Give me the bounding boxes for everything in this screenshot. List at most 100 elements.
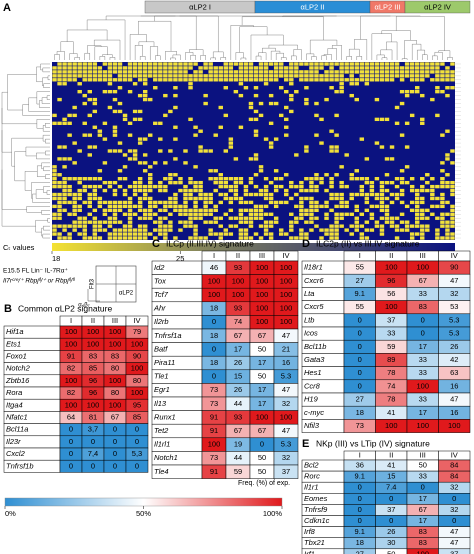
cell-value: 83 <box>419 302 427 311</box>
heatmap-cell <box>309 228 314 232</box>
heatmap-cell <box>117 204 123 209</box>
heatmap-cell <box>223 177 229 181</box>
heatmap-cell <box>450 224 455 228</box>
dendrogram <box>381 57 388 60</box>
cell-value: 100 <box>109 327 122 336</box>
heatmap-cell <box>389 216 395 220</box>
heatmap-cell <box>173 157 178 161</box>
cell-value: 55 <box>356 302 364 311</box>
cell-value: 27 <box>356 276 364 285</box>
heatmap-cell <box>203 78 208 82</box>
heatmap-cell <box>112 192 118 197</box>
heatmap-cell <box>314 200 319 205</box>
heatmap-cell <box>193 165 198 169</box>
heatmap-cell <box>294 66 299 70</box>
heatmap-cell <box>268 236 274 240</box>
heatmap-cell <box>208 208 213 213</box>
heatmap-cell <box>420 78 425 82</box>
heatmap-cell <box>188 82 193 86</box>
heatmap-cell <box>258 224 264 228</box>
heatmap-cell <box>223 78 229 82</box>
heatmap-cell <box>57 74 62 78</box>
heatmap-cell <box>148 70 153 74</box>
cell-value: 78 <box>387 395 395 404</box>
axis-label: Flt3 <box>90 278 96 289</box>
dendrogram <box>172 54 181 60</box>
heatmap-cell <box>409 74 415 78</box>
dendrogram <box>36 152 50 160</box>
gene-name: Cxcr6 <box>304 276 324 285</box>
heatmap-cell <box>294 62 299 66</box>
heatmap-cell <box>304 208 309 213</box>
axis-arrow <box>87 289 100 302</box>
heatmap-cell <box>404 220 410 224</box>
heatmap-cell <box>203 212 208 216</box>
heatmap-cell <box>188 78 193 82</box>
heatmap-cell <box>349 74 354 78</box>
heatmap-cell <box>82 220 87 224</box>
cell-value: 84 <box>450 461 458 470</box>
heatmap-cell <box>384 204 390 209</box>
heatmap-cell <box>92 125 98 129</box>
cell-value: 100 <box>416 421 429 430</box>
heatmap-cell <box>238 196 244 201</box>
heatmap-cell <box>359 177 365 181</box>
heatmap-cell <box>374 70 380 74</box>
heatmap-cell <box>379 228 385 232</box>
heatmap-cell <box>278 177 284 181</box>
heatmap-cell <box>52 212 57 216</box>
heatmap-cell <box>168 212 173 216</box>
gene-name: Tbx21 <box>304 538 325 547</box>
heatmap-cell <box>425 188 430 193</box>
heatmap-cell <box>62 145 67 149</box>
heatmap-cell <box>107 200 113 205</box>
heatmap-cell <box>258 216 264 220</box>
dendrogram <box>42 134 50 142</box>
heatmap-cell <box>299 184 304 189</box>
heatmap-cell <box>440 184 445 189</box>
heatmap-cell <box>344 184 349 189</box>
dendrogram <box>69 53 78 60</box>
heatmap-cell <box>299 188 304 193</box>
heatmap-cell <box>304 177 309 181</box>
heatmap-cell <box>415 62 420 66</box>
heatmap-cell <box>299 74 304 78</box>
heatmap-cell <box>168 74 173 78</box>
heatmap-cell <box>153 161 158 165</box>
heatmap-cell <box>354 82 359 86</box>
heatmap-cell <box>394 62 400 66</box>
gene-name: Ets1 <box>6 339 21 348</box>
gene-name: Foxo1 <box>6 351 27 360</box>
cell-value: 0 <box>260 440 264 449</box>
cell-value: 100 <box>109 376 122 385</box>
heatmap-cell <box>163 188 168 193</box>
heatmap-cell <box>173 196 178 201</box>
dendrogram <box>241 16 324 41</box>
heatmap-cell <box>243 78 249 82</box>
heatmap-cell <box>430 188 435 193</box>
heatmap-cell <box>92 196 98 201</box>
dendrogram <box>45 150 50 156</box>
heatmap-cell <box>193 70 198 74</box>
cell-value: 55 <box>356 263 364 272</box>
heatmap-cell <box>359 224 365 228</box>
heatmap-cell <box>445 157 450 161</box>
heatmap-cell <box>404 145 410 149</box>
heatmap-cell <box>440 133 445 137</box>
dendrogram <box>306 53 315 60</box>
heatmap-cell <box>268 121 274 125</box>
heatmap-cell <box>87 74 92 78</box>
heatmap-cell <box>223 228 229 232</box>
heatmap-cell <box>132 62 138 66</box>
heatmap-cell <box>173 66 178 70</box>
gene-name: H19 <box>304 395 319 404</box>
heatmap-cell <box>238 208 244 213</box>
heatmap-cell <box>102 137 108 141</box>
cell-value: 0 <box>358 516 362 525</box>
heatmap-cell <box>82 78 87 82</box>
heatmap-cell <box>268 196 274 201</box>
heatmap-cell <box>273 204 279 209</box>
heatmap-cell <box>178 188 183 193</box>
cell-value: 100 <box>87 327 100 336</box>
heatmap-cell <box>278 184 284 189</box>
